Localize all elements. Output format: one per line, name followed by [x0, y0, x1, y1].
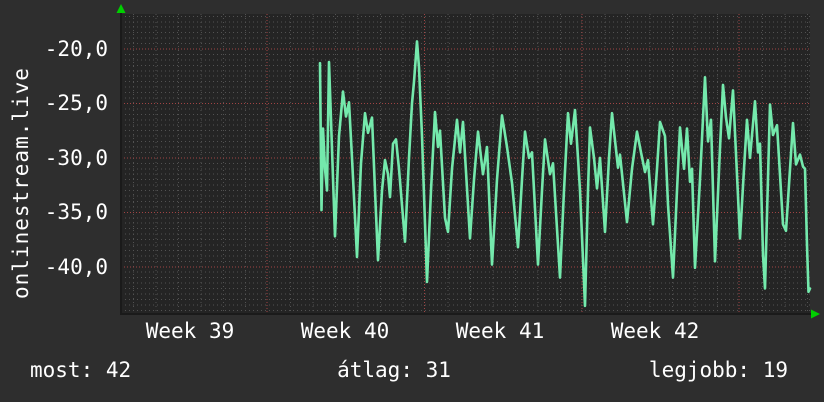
stat-average: átlag: 31: [337, 358, 451, 382]
y-axis-arrow-icon: [116, 4, 126, 13]
y-axis-label: -25,0: [44, 91, 108, 115]
y-axis-label: -20,0: [44, 37, 108, 61]
stat-best: legjobb: 19: [648, 358, 788, 382]
stat-current: most: 42: [30, 358, 132, 382]
y-axis-label: -35,0: [44, 200, 108, 224]
chart-title: onlinestream.live: [9, 67, 33, 299]
x-axis-arrow-icon: [811, 309, 820, 319]
y-axis-label: -40,0: [44, 255, 108, 279]
x-axis-label-week-41: Week 41: [455, 319, 545, 343]
x-axis-label-week-39: Week 39: [145, 319, 235, 343]
x-axis-label-week-42: Week 42: [610, 319, 700, 343]
axes: [120, 13, 812, 315]
x-axis-label-week-40: Week 40: [300, 319, 390, 343]
y-axis-label: -30,0: [44, 146, 108, 170]
series-line: [318, 40, 812, 308]
grid-major: [121, 14, 810, 313]
